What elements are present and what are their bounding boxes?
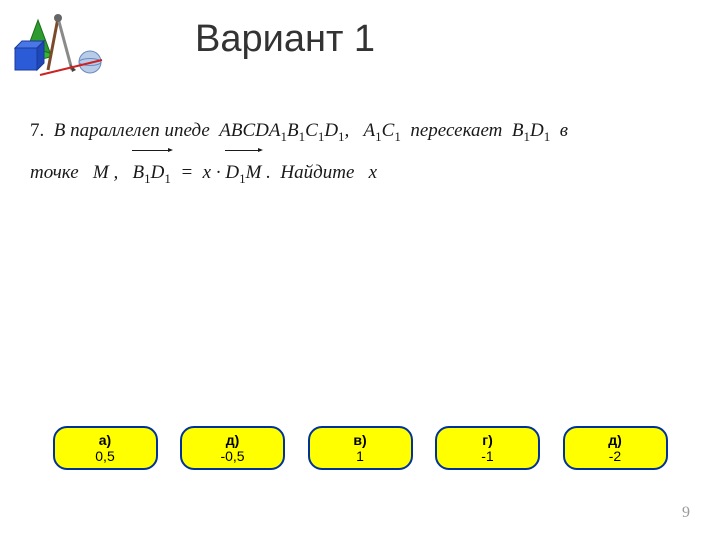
answer-letter: г) bbox=[482, 432, 493, 448]
answer-value: -0,5 bbox=[220, 448, 244, 464]
answers-row: а) 0,5 д) -0,5 в) 1 г) -1 д) -2 bbox=[0, 426, 720, 470]
answer-option-a[interactable]: а) 0,5 bbox=[53, 426, 158, 470]
answer-value: 0,5 bbox=[95, 448, 114, 464]
answer-value: -1 bbox=[481, 448, 493, 464]
question-number: 7. bbox=[30, 120, 44, 141]
answer-value: -2 bbox=[609, 448, 621, 464]
answer-letter: а) bbox=[99, 432, 111, 448]
answer-letter: в) bbox=[353, 432, 366, 448]
answer-option-c[interactable]: в) 1 bbox=[308, 426, 413, 470]
geometry-logo bbox=[10, 10, 105, 85]
page-title: Вариант 1 bbox=[195, 18, 375, 61]
header: Вариант 1 bbox=[0, 0, 720, 85]
page-number: 9 bbox=[682, 504, 690, 522]
answer-option-d[interactable]: г) -1 bbox=[435, 426, 540, 470]
answer-option-e[interactable]: д) -2 bbox=[563, 426, 668, 470]
answer-letter: д) bbox=[608, 432, 622, 448]
answer-letter: д) bbox=[226, 432, 240, 448]
question-text: 7. В параллелеп ипеде ABCDA1B1C1D1, A1C1… bbox=[0, 85, 720, 194]
answer-value: 1 bbox=[356, 448, 364, 464]
answer-option-b[interactable]: д) -0,5 bbox=[180, 426, 285, 470]
